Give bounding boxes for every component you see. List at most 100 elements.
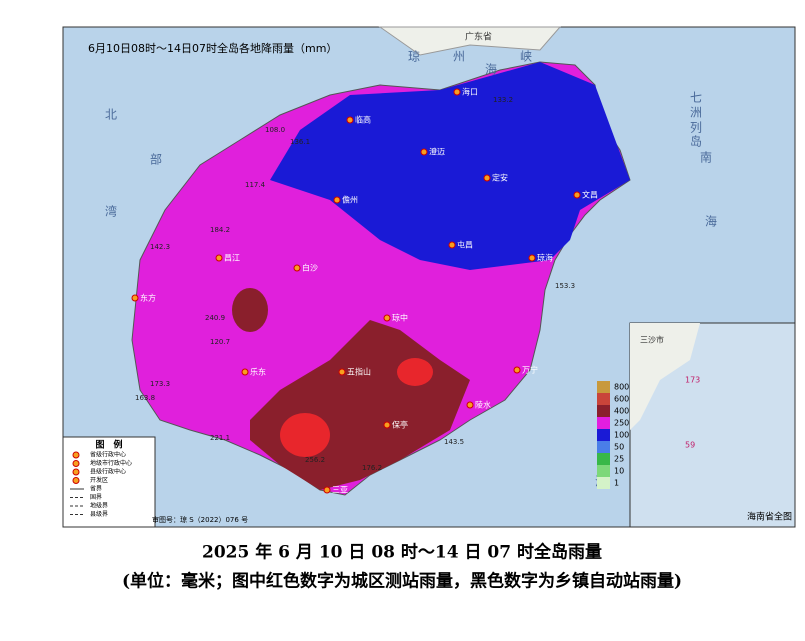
caption-title: 2025 年 6 月 10 日 08 时～14 日 07 时全岛雨量: [202, 542, 602, 563]
city-label: 琼海: [537, 253, 553, 263]
caption-note: (单位：毫米；图中红色数字为城区测站雨量，黑色数字为乡镇自动站雨量): [122, 571, 682, 592]
colorbar-label: 600: [614, 395, 629, 404]
mainland: [378, 26, 562, 56]
station-value: 163.8: [135, 394, 155, 402]
city-label: 乐东: [250, 367, 266, 377]
sea-label: 七: [690, 91, 702, 105]
city-marker: [420, 148, 428, 156]
city-marker: [466, 401, 474, 409]
rain-zone-400: [232, 288, 268, 332]
city-marker: [528, 254, 536, 262]
colorbar-swatch: [597, 465, 610, 477]
sea-label: 琼: [408, 49, 420, 64]
sea-label: 洲: [690, 106, 702, 120]
station-value: 136.1: [290, 138, 310, 146]
rain-zone-600: [397, 358, 433, 386]
sea-label: 南: [700, 150, 712, 165]
city-marker: [333, 196, 341, 204]
colorbar-swatch: [597, 453, 610, 465]
legend-item: 开发区: [90, 476, 108, 484]
sea-label: 部: [150, 152, 162, 167]
legend-symbol: [72, 451, 80, 459]
city-label: 屯昌: [457, 240, 473, 250]
colorbar-swatch: [597, 441, 610, 453]
city-marker: [215, 254, 223, 262]
legend-item: 省级行政中心: [90, 451, 126, 459]
sea-label: 海: [705, 214, 717, 229]
city-label: 琼中: [392, 313, 408, 323]
legend-item: 县级界: [90, 510, 108, 518]
inset-text: 三沙市: [640, 335, 664, 345]
city-marker: [453, 88, 461, 96]
station-value: 173.3: [150, 380, 170, 388]
station-value: 176.2: [362, 464, 382, 472]
inset-text: 59: [685, 441, 695, 450]
colorbar-swatch: [597, 405, 610, 417]
inset-land: [630, 323, 700, 430]
city-label: 儋州: [342, 195, 358, 205]
city-marker: [513, 366, 521, 374]
city-marker: [323, 486, 331, 494]
colorbar-label: 800: [614, 383, 629, 392]
city-label: 文昌: [582, 190, 598, 200]
sea-label: 北: [105, 108, 117, 122]
city-label: 保亭: [392, 420, 408, 430]
colorbar-label: 100: [614, 431, 629, 440]
sea-label: 海: [485, 62, 497, 77]
legend-item: 省界: [90, 485, 102, 493]
rain-zone-100: [270, 62, 630, 270]
station-value: 240.9: [205, 314, 225, 322]
sea-label: 州: [453, 50, 465, 64]
legend-item: 地级界: [90, 502, 108, 510]
colorbar-label: 50: [614, 443, 624, 452]
city-label: 定安: [492, 173, 508, 183]
city-label: 东方: [140, 293, 156, 303]
inset-label: 海南省全图: [747, 511, 792, 523]
legend-symbol: [72, 477, 80, 484]
city-marker: [573, 191, 581, 199]
station-value: 221.1: [210, 434, 230, 442]
city-label: 五指山: [347, 367, 371, 377]
colorbar-swatch: [597, 393, 610, 405]
colorbar-label: 10: [614, 467, 624, 476]
city-marker: [448, 241, 456, 249]
city-label: 昌江: [224, 254, 240, 263]
station-value: 184.2: [210, 226, 230, 234]
legend-symbol: [72, 460, 80, 467]
city-marker: [241, 368, 249, 376]
city-marker: [383, 421, 391, 429]
colorbar-label: 25: [614, 455, 624, 464]
station-value: 256.2: [305, 456, 325, 464]
legend-symbol: [72, 468, 80, 476]
city-marker: [338, 368, 346, 376]
city-label: 陵水: [475, 400, 491, 410]
colorbar-label: 250: [614, 419, 629, 428]
map-title: 6月10日08时～14日07时全岛各地降雨量（mm）: [88, 41, 337, 55]
colorbar-swatch: [597, 417, 610, 429]
station-value: 133.2: [493, 96, 513, 104]
station-value: 142.3: [150, 243, 170, 251]
city-marker: [346, 116, 354, 124]
legend-item: 县级行政中心: [90, 468, 126, 476]
city-marker: [483, 174, 491, 182]
inset-text: 173: [685, 376, 700, 385]
station-value: 153.3: [555, 282, 575, 290]
sea-label: 列: [690, 121, 702, 135]
colorbar-swatch: [597, 429, 610, 441]
colorbar-label: 400: [614, 407, 629, 416]
sea-label: 峡: [520, 50, 532, 64]
legend-item: 地级市行政中心: [90, 459, 132, 467]
city-label: 万宁: [522, 365, 538, 375]
city-marker: [131, 294, 139, 302]
approval-number: 审图号：琼 S（2022）076 号: [152, 515, 248, 524]
city-marker: [293, 264, 301, 272]
city-label: 海口: [462, 87, 478, 97]
city-label: 临高: [355, 115, 371, 125]
station-value: 120.7: [210, 338, 230, 346]
sea-label: 岛: [690, 134, 702, 149]
colorbar-swatch: [597, 381, 610, 393]
station-value: 117.4: [245, 181, 266, 189]
legend-title: 图 例: [95, 439, 122, 451]
rain-zone-600: [280, 413, 330, 457]
